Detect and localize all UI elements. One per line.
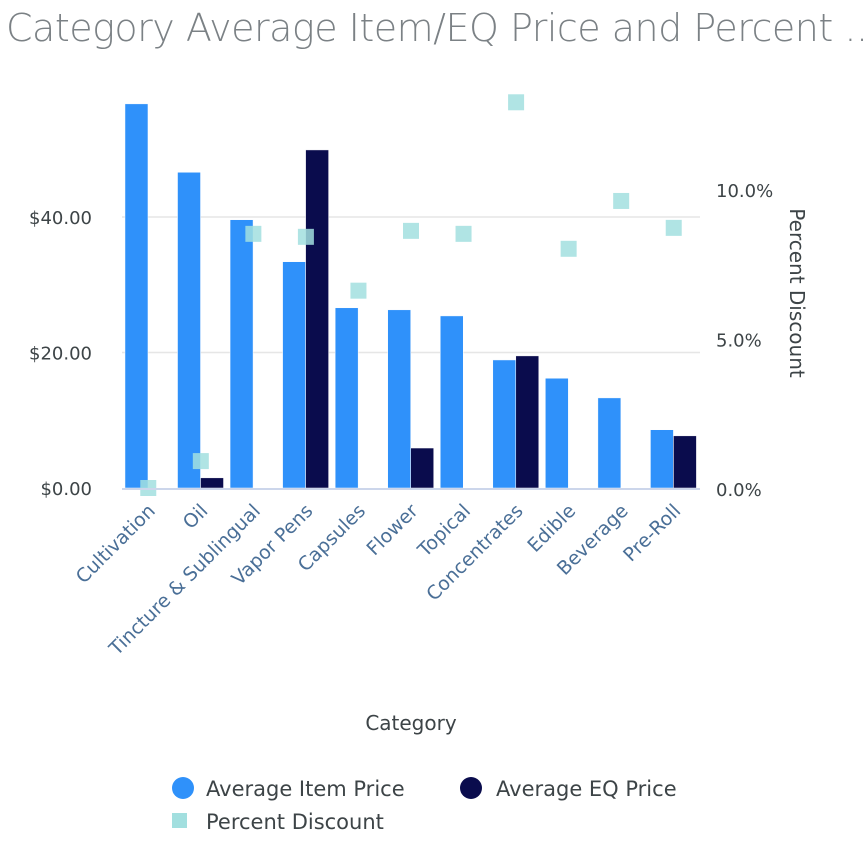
x-tick-label: Oil	[179, 500, 213, 534]
y-tick-label: $40.00	[29, 208, 92, 229]
marker-percent-discount	[192, 453, 209, 470]
marker-percent-discount	[245, 225, 262, 242]
category-group	[229, 219, 254, 489]
legend: Average Item Price Average EQ Price Perc…	[172, 777, 677, 834]
legend-circle-icon	[460, 777, 482, 799]
legend-circle-icon	[172, 777, 194, 799]
bar-average-item-price	[439, 315, 464, 489]
category-group	[177, 172, 224, 489]
bar-average-eq-price	[200, 477, 224, 489]
grid-lines	[122, 216, 700, 354]
marker-percent-discount	[665, 219, 682, 236]
y-axis-right-title: Percent Discount	[785, 208, 809, 378]
bar-average-item-price	[282, 261, 306, 489]
chart-title: Category Average Item/EQ Price and Perce…	[6, 6, 866, 50]
x-tick-label: Pre-Roll	[619, 500, 685, 566]
legend-label: Percent Discount	[206, 810, 384, 834]
category-group	[124, 103, 149, 489]
category-group	[650, 429, 697, 489]
y2-tick-label: 10.0%	[716, 181, 773, 202]
legend-square-icon	[172, 813, 187, 828]
bar-average-item-price	[597, 397, 622, 489]
x-tick-label: Cultivation	[72, 500, 160, 588]
marker-percent-discount	[350, 282, 367, 299]
bar-average-eq-price	[305, 149, 329, 489]
marker-percent-discount	[297, 228, 314, 245]
bar-average-item-price	[545, 377, 569, 489]
bar-average-eq-price	[673, 435, 697, 489]
bar-average-item-price	[124, 103, 149, 489]
category-group	[439, 315, 464, 489]
legend-label: Average EQ Price	[496, 777, 677, 801]
bar-average-item-price	[229, 219, 254, 489]
y2-tick-label: 5.0%	[716, 331, 762, 352]
bar-average-item-price	[334, 307, 359, 489]
y-axis-left-ticks: $0.00 $20.00 $40.00	[29, 208, 92, 500]
category-group	[492, 355, 540, 489]
bar-average-item-price	[387, 309, 411, 489]
legend-label: Average Item Price	[206, 777, 405, 801]
category-group	[387, 309, 434, 489]
marker-percent-discount	[508, 94, 525, 111]
category-group	[334, 307, 359, 489]
bar-average-eq-price	[515, 355, 540, 489]
bar-average-item-price	[492, 359, 517, 489]
category-group	[597, 397, 622, 489]
y-tick-label: $20.00	[29, 344, 92, 365]
y-tick-label: $0.00	[40, 479, 92, 500]
marker-percent-discount	[455, 225, 472, 242]
legend-item-average-item-price[interactable]: Average Item Price	[172, 777, 405, 801]
marker-percent-discount	[403, 222, 419, 239]
category-group	[282, 149, 329, 489]
y-axis-right-ticks: 0.0% 5.0% 10.0%	[716, 181, 773, 501]
legend-item-average-eq-price[interactable]: Average EQ Price	[460, 777, 677, 801]
legend-item-percent-discount[interactable]: Percent Discount	[172, 810, 384, 834]
x-tick-label: Flower	[363, 500, 423, 560]
bars	[124, 103, 697, 489]
bar-average-item-price	[650, 429, 674, 489]
x-axis-title: Category	[365, 711, 457, 735]
marker-percent-discount	[613, 192, 630, 209]
marker-percent-discount	[560, 240, 577, 257]
bar-average-eq-price	[410, 447, 434, 489]
category-group	[545, 377, 569, 489]
x-tick-label: Concentrates	[422, 500, 527, 605]
y2-tick-label: 0.0%	[716, 480, 762, 501]
bar-average-item-price	[177, 172, 201, 489]
